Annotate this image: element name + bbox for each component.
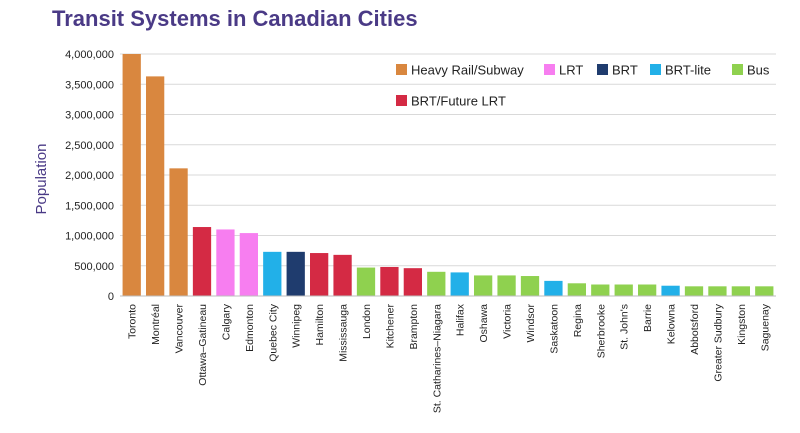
y-tick-label: 2,000,000 (65, 170, 114, 182)
x-category-label: Toronto (127, 304, 139, 339)
bar (310, 253, 329, 296)
legend-swatch (544, 64, 555, 75)
bar (638, 284, 657, 296)
x-category-label: Hamilton (314, 304, 326, 346)
bar (380, 266, 399, 296)
x-category-label: Kitchener (384, 303, 396, 348)
bar (591, 284, 610, 296)
legend-swatch (396, 95, 407, 106)
legend-label: BRT-lite (665, 63, 711, 78)
x-category-label: Abbotsford (689, 304, 701, 355)
y-tick-label: 3,500,000 (65, 79, 114, 91)
bar (286, 251, 305, 296)
bar (708, 286, 727, 296)
bar (427, 271, 446, 296)
x-category-label: Saskatoon (548, 304, 560, 354)
bar (567, 283, 586, 296)
legend-label: LRT (559, 63, 583, 78)
bar (450, 272, 469, 296)
x-category-label: Regina (572, 304, 584, 337)
y-tick-label: 1,000,000 (65, 231, 114, 243)
x-category-label: Winnipeg (291, 304, 303, 348)
x-category-label: Quebec City (267, 303, 279, 362)
x-category-label: Victoria (502, 304, 514, 339)
chart-title: Transit Systems in Canadian Cities (52, 6, 418, 31)
y-axis-label: Population (33, 144, 50, 215)
bar (661, 285, 680, 296)
bar (356, 267, 376, 296)
x-category-label: St. Catharines–Niagara (431, 304, 443, 413)
x-category-label: Brampton (408, 304, 420, 350)
legend-swatch (396, 64, 407, 75)
y-tick-label: 4,000,000 (65, 49, 114, 61)
bar (239, 233, 258, 296)
x-category-label: Kelowna (666, 304, 678, 344)
y-tick-label: 0 (108, 291, 114, 303)
bar (614, 284, 633, 296)
x-category-label: Calgary (220, 303, 232, 340)
bar (731, 286, 750, 296)
x-category-label: St. John's (619, 304, 631, 350)
bar (122, 54, 141, 296)
x-category-label: Barrie (642, 304, 654, 332)
legend-swatch (597, 64, 608, 75)
x-category-label: Kingston (736, 304, 748, 345)
y-axis-ticks: 0 500,000 1,000,000 1,500,000 2,000,000 2,500… (65, 49, 114, 303)
bars (122, 54, 774, 296)
bar (333, 254, 352, 296)
bar (192, 227, 212, 296)
x-category-label: Sherbrooke (595, 304, 607, 358)
x-category-label: Windsor (525, 304, 537, 343)
y-tick-label: 500,000 (74, 261, 114, 273)
legend-label: Heavy Rail/Subway (411, 63, 524, 78)
x-category-label: Edmonton (244, 304, 256, 352)
x-axis-categories: Toronto Montréal Vancouver Ottawa–Gatineau C… (127, 303, 772, 413)
bar (216, 229, 235, 296)
y-tick-label: 1,500,000 (65, 200, 114, 212)
bar (520, 276, 540, 296)
bar (263, 251, 282, 296)
legend: Heavy Rail/Subway LRT BRT BRT-lite Bus BRT/Fu… (396, 63, 770, 109)
legend-label: Bus (747, 63, 770, 78)
x-category-label: Ottawa–Gatineau (197, 304, 209, 386)
x-category-label: Oshawa (478, 304, 490, 343)
x-category-label: Saguenay (759, 303, 771, 351)
bar (146, 76, 165, 296)
x-category-label: Mississauga (338, 304, 350, 362)
x-category-label: Greater Sudbury (712, 303, 724, 381)
bar (755, 286, 774, 296)
x-category-label: Vancouver (174, 303, 186, 353)
bar (497, 275, 516, 296)
bar (684, 286, 704, 296)
y-tick-label: 3,000,000 (65, 110, 114, 122)
x-category-label: Halifax (455, 303, 467, 336)
legend-swatch (732, 64, 743, 75)
x-category-label: London (361, 304, 373, 339)
bar (169, 168, 188, 296)
y-tick-label: 2,500,000 (65, 140, 114, 152)
x-category-label: Montréal (150, 304, 162, 345)
legend-swatch (650, 64, 661, 75)
bar (474, 275, 493, 296)
bar (544, 280, 563, 296)
legend-label: BRT/Future LRT (411, 94, 506, 109)
bar (403, 268, 422, 296)
legend-label: BRT (612, 63, 638, 78)
